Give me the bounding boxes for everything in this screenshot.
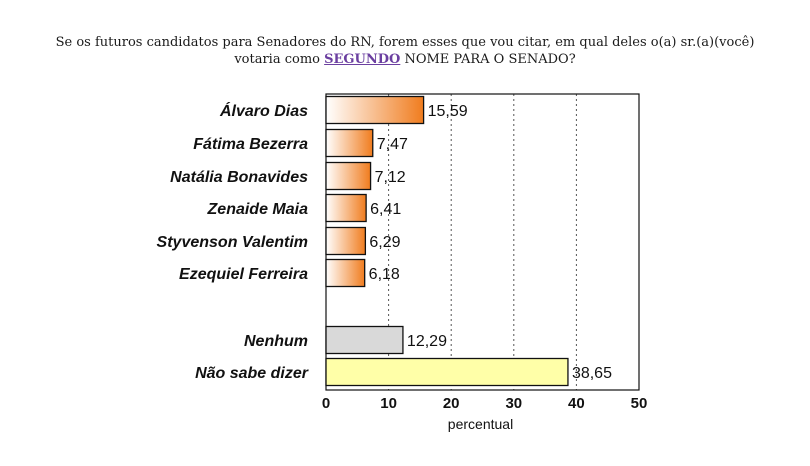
- x-tick-label: 30: [505, 395, 522, 412]
- bar: [325, 128, 374, 158]
- data-label: 6,18: [369, 266, 400, 283]
- question-line-1: Se os futuros candidatos para Senadores …: [55, 35, 755, 50]
- category-label: Nenhum: [244, 333, 308, 350]
- bars: 15,59 Álvaro Dias 7,47 Fátima Bezerra 7,12 Na…: [157, 95, 612, 387]
- data-label: 7,12: [375, 169, 406, 186]
- category-label: Natália Bonavides: [170, 169, 308, 186]
- bar: [325, 258, 366, 288]
- data-label: 38,65: [572, 365, 612, 382]
- data-label: 7,47: [377, 136, 408, 153]
- data-label: 6,41: [370, 201, 401, 218]
- category-label: Fátima Bezerra: [193, 136, 308, 153]
- bar: [325, 161, 372, 191]
- x-axis-ticks: 0 10 20 30 40 50: [322, 395, 648, 412]
- bar: [325, 193, 367, 223]
- x-tick-label: 50: [631, 395, 648, 412]
- x-tick-label: 0: [322, 395, 330, 412]
- data-label: 15,59: [428, 103, 468, 120]
- bar: [325, 226, 367, 256]
- category-label: Álvaro Dias: [219, 101, 308, 120]
- category-label: Não sabe dizer: [195, 365, 309, 382]
- bar: [325, 325, 404, 355]
- bar: [325, 357, 569, 387]
- x-axis-label: percentual: [448, 416, 513, 432]
- question-line-2: votaria como SEGUNDO NOME PARA O SENADO?: [0, 51, 810, 68]
- x-tick-label: 40: [568, 395, 585, 412]
- question-emphasis: SEGUNDO: [324, 52, 401, 67]
- bar: [325, 95, 425, 125]
- question-line-2-start: votaria como: [234, 52, 325, 67]
- x-tick-label: 10: [380, 395, 397, 412]
- category-label: Styvenson Valentim: [157, 234, 308, 251]
- x-tick-label: 20: [443, 395, 460, 412]
- question-line-2-end: NOME PARA O SENADO?: [400, 52, 576, 67]
- survey-question: Se os futuros candidatos para Senadores …: [0, 34, 810, 68]
- category-label: Zenaide Maia: [207, 201, 309, 218]
- data-label: 12,29: [407, 333, 447, 350]
- category-label: Ezequiel Ferreira: [179, 266, 308, 283]
- data-label: 6,29: [369, 234, 400, 251]
